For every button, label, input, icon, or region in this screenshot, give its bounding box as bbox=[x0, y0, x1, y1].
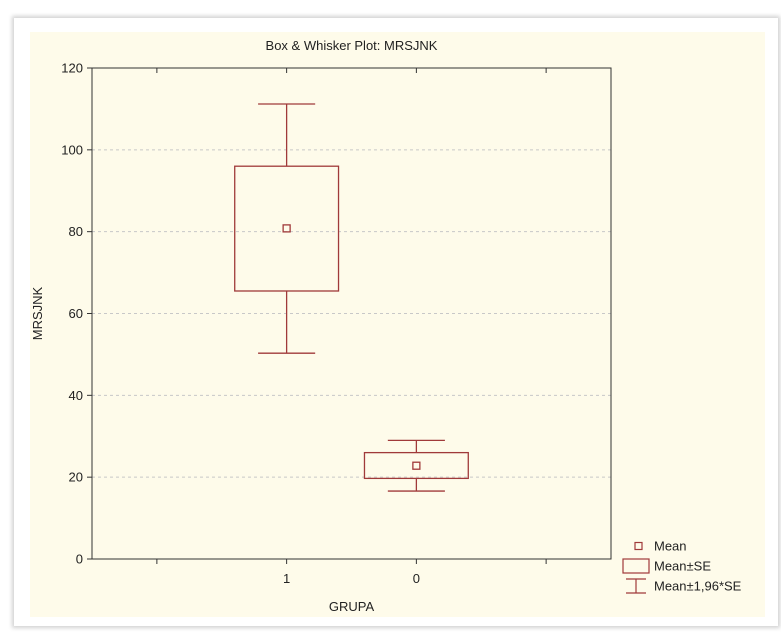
box-series bbox=[234, 103, 469, 492]
y-tick-label: 80 bbox=[69, 224, 83, 239]
legend-item-box: Mean±SE bbox=[622, 558, 711, 574]
y-axis-label: MRSJNK bbox=[30, 286, 45, 340]
legend-item-mean: Mean bbox=[634, 539, 687, 554]
se-box bbox=[234, 165, 340, 292]
legend: Mean Mean±SE Mean±1,96*SE bbox=[622, 539, 742, 594]
legend-label: Mean±SE bbox=[654, 559, 711, 574]
mean-marker bbox=[282, 224, 291, 233]
x-tick-label: 0 bbox=[413, 571, 420, 586]
y-tick-label: 0 bbox=[76, 552, 83, 567]
legend-item-whisker: Mean±1,96*SE bbox=[626, 578, 742, 594]
x-axis-label: GRUPA bbox=[329, 599, 375, 614]
box-group-1 bbox=[234, 103, 340, 354]
y-tick-label: 100 bbox=[61, 142, 83, 157]
se-box bbox=[363, 451, 469, 480]
chart-title: Box & Whisker Plot: MRSJNK bbox=[266, 38, 438, 53]
y-tick-label: 40 bbox=[69, 388, 83, 403]
legend-mean-symbol bbox=[634, 541, 643, 551]
mean-marker bbox=[412, 461, 421, 470]
grid-lines bbox=[92, 149, 611, 478]
legend-label: Mean bbox=[654, 539, 687, 554]
y-axis-ticks: 0 20 40 60 80 100 120 bbox=[61, 61, 92, 567]
x-tick-label: 1 bbox=[283, 571, 290, 586]
box-group-0 bbox=[363, 439, 469, 492]
legend-label: Mean±1,96*SE bbox=[654, 579, 742, 594]
legend-box-symbol bbox=[622, 558, 650, 574]
y-tick-label: 120 bbox=[61, 61, 83, 76]
y-tick-label: 60 bbox=[69, 306, 83, 321]
y-tick-label: 20 bbox=[69, 470, 83, 485]
